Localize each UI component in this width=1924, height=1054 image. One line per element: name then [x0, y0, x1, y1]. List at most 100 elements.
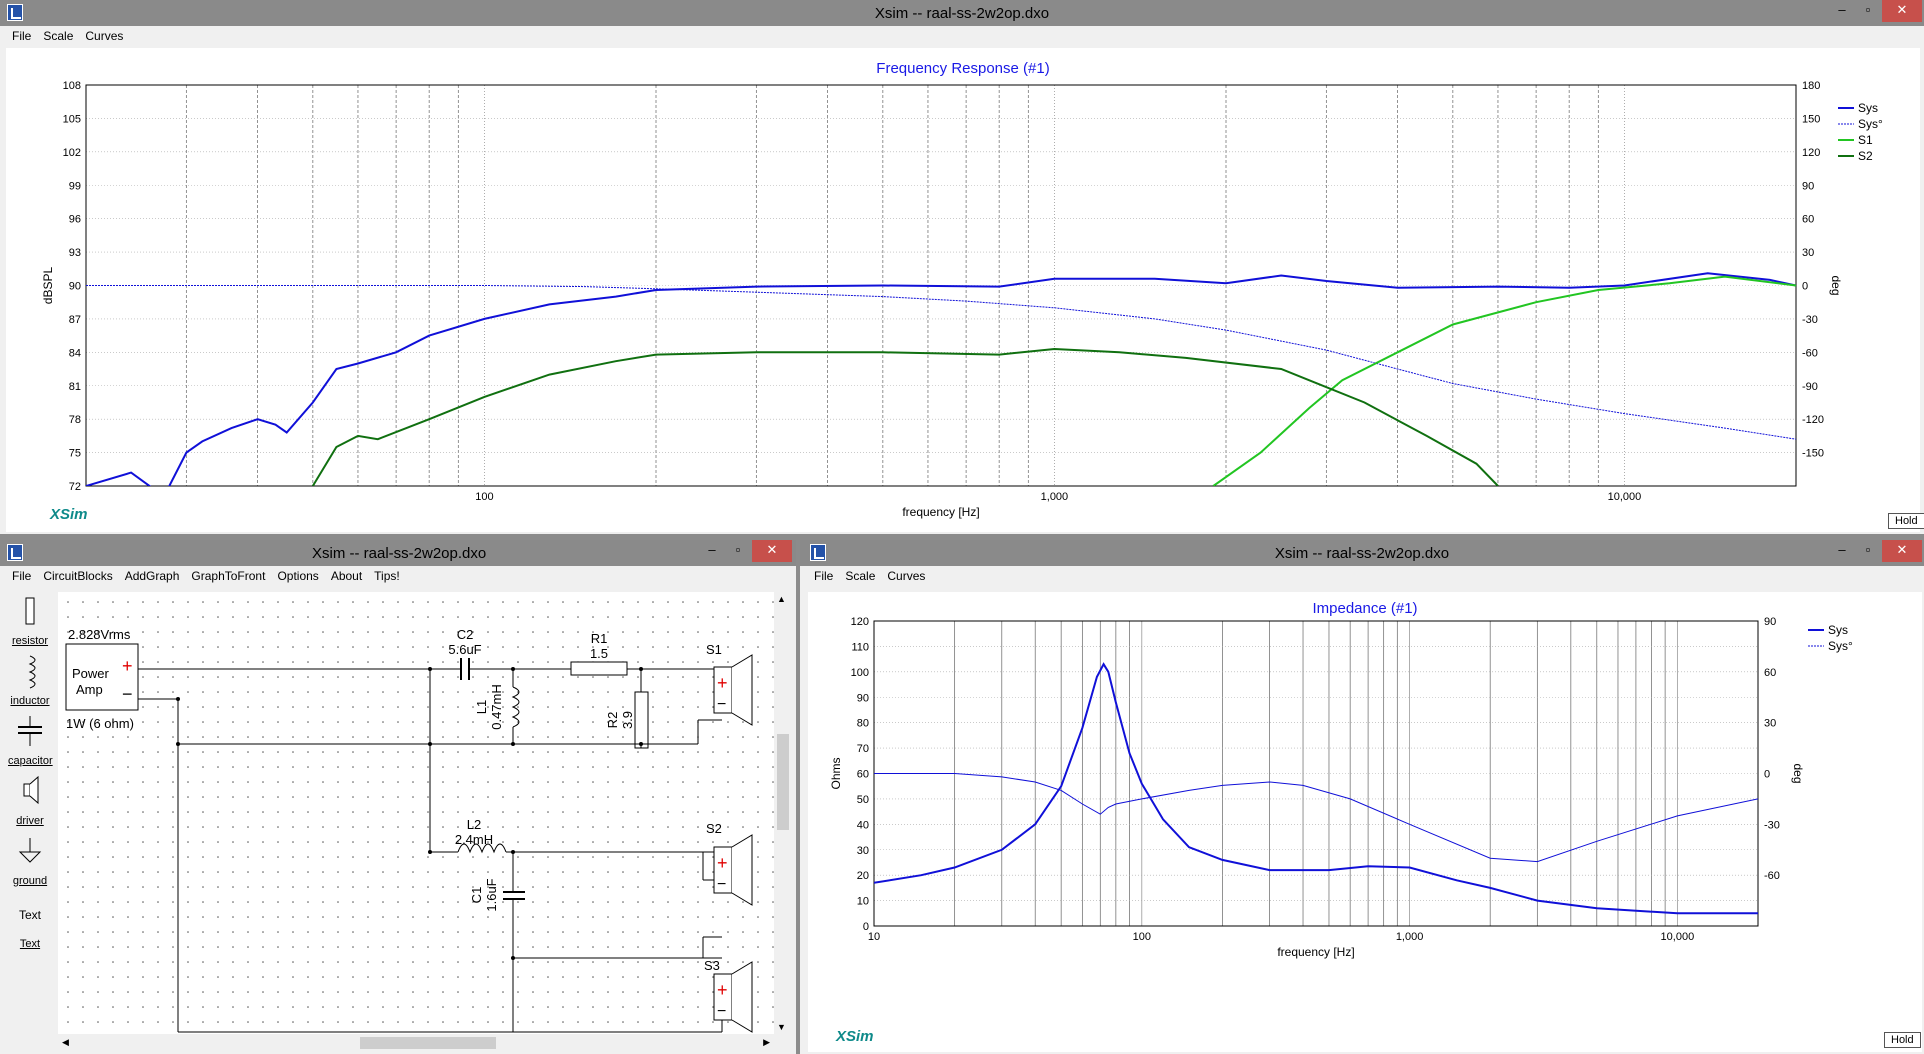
grid-dot	[652, 931, 654, 933]
minimize-button[interactable]: –	[1838, 542, 1846, 557]
scroll-thumb[interactable]	[777, 734, 789, 830]
grid-dot	[292, 616, 294, 618]
scroll-down-arrow[interactable]: ▼	[777, 1022, 786, 1032]
grid-dot	[232, 766, 234, 768]
grid-dot	[187, 856, 189, 858]
close-button[interactable]: ✕	[752, 540, 792, 562]
close-button[interactable]: ✕	[1882, 540, 1922, 562]
grid-dot	[247, 691, 249, 693]
grid-dot	[292, 601, 294, 603]
ground-tool[interactable]: ground	[8, 832, 52, 888]
menu-options[interactable]: Options	[277, 569, 319, 583]
grid-dot	[337, 661, 339, 663]
grid-dot	[307, 976, 309, 978]
grid-dot	[307, 811, 309, 813]
grid-dot	[352, 1006, 354, 1008]
minimize-button[interactable]: –	[1838, 2, 1846, 17]
scroll-h-thumb[interactable]	[360, 1037, 496, 1049]
maximize-button[interactable]: ▫	[1865, 2, 1871, 17]
grid-dot	[292, 691, 294, 693]
menu-scale[interactable]: Scale	[845, 569, 876, 583]
grid-dot	[352, 736, 354, 738]
grid-dot	[412, 1006, 414, 1008]
window-title: Xsim -- raal-ss-2w2op.dxo	[874, 5, 1050, 22]
x-axis-label: frequency [Hz]	[1277, 945, 1354, 959]
grid-dot	[487, 946, 489, 948]
menu-file[interactable]: File	[814, 569, 834, 583]
grid-dot	[772, 1021, 774, 1023]
grid-dot	[697, 781, 699, 783]
grid-dot	[427, 781, 429, 783]
grid-dot	[112, 931, 114, 933]
menu-file[interactable]: File	[12, 569, 32, 583]
grid-dot	[502, 601, 504, 603]
close-button[interactable]: ✕	[1882, 0, 1922, 22]
grid-dot	[382, 1021, 384, 1023]
grid-dot	[667, 751, 669, 753]
maximize-button[interactable]: ▫	[1865, 542, 1871, 557]
inductor-tool[interactable]: inductor	[8, 652, 52, 708]
driver-tool[interactable]: driver	[8, 772, 52, 828]
grid-dot	[217, 601, 219, 603]
schematic-canvas[interactable]: + − + − + − + −2.828Vrms Power Amp 1W (6 ohm) C2 5.6…	[58, 592, 774, 1034]
scroll-up-arrow[interactable]: ▲	[777, 594, 786, 604]
grid-dot	[67, 946, 69, 948]
grid-dot	[532, 721, 534, 723]
menu-about[interactable]: About	[330, 569, 363, 583]
grid-dot	[712, 946, 714, 948]
grid-dot	[652, 871, 654, 873]
menu-addgraph[interactable]: AddGraph	[124, 569, 180, 583]
grid-dot	[127, 781, 129, 783]
grid-dot	[607, 991, 609, 993]
grid-dot	[337, 826, 339, 828]
grid-dot	[277, 751, 279, 753]
menu-file[interactable]: File	[12, 29, 32, 43]
menu-curves[interactable]: Curves	[85, 29, 124, 43]
scroll-left-arrow[interactable]: ◀	[62, 1037, 69, 1047]
grid-dot	[382, 796, 384, 798]
vertical-scrollbar[interactable]: ▲ ▼	[774, 592, 792, 1034]
text-link-tool[interactable]: Text	[19, 938, 41, 950]
grid-dot	[352, 661, 354, 663]
grid-dot	[202, 781, 204, 783]
grid-dot	[187, 811, 189, 813]
menu-circuitblocks[interactable]: CircuitBlocks	[43, 569, 113, 583]
capacitor-tool[interactable]: capacitor	[8, 712, 53, 768]
menu-graphtofront[interactable]: GraphToFront	[191, 569, 266, 583]
grid-dot	[262, 646, 264, 648]
grid-dot	[667, 661, 669, 663]
menu-bar: File Scale Curves	[800, 566, 1924, 586]
grid-dot	[577, 811, 579, 813]
menu-curves[interactable]: Curves	[887, 569, 926, 583]
grid-dot	[427, 841, 429, 843]
grid-dot	[622, 751, 624, 753]
minimize-button[interactable]: –	[708, 542, 716, 557]
grid-dot	[637, 646, 639, 648]
menu-tips[interactable]: Tips!	[374, 569, 400, 583]
grid-dot	[502, 1021, 504, 1023]
grid-dot	[112, 901, 114, 903]
grid-dot	[652, 856, 654, 858]
maximize-button[interactable]: ▫	[735, 542, 741, 557]
text-tool[interactable]: Text	[18, 908, 41, 922]
resistor-tool[interactable]: resistor	[8, 592, 52, 648]
grid-dot	[607, 841, 609, 843]
grid-dot	[112, 601, 114, 603]
hold-button[interactable]: Hold	[1884, 1032, 1921, 1048]
grid-dot	[712, 676, 714, 678]
grid-dot	[397, 946, 399, 948]
grid-dot	[262, 856, 264, 858]
grid-dot	[337, 871, 339, 873]
grid-dot	[367, 856, 369, 858]
ground-tool-label: ground	[12, 875, 48, 887]
grid-dot	[112, 961, 114, 963]
horizontal-scrollbar[interactable]: ◀ ▶	[58, 1034, 774, 1052]
grid-dot	[637, 601, 639, 603]
menu-scale[interactable]: Scale	[43, 29, 74, 43]
grid-dot	[637, 781, 639, 783]
grid-dot	[457, 631, 459, 633]
hold-button[interactable]: Hold	[1888, 513, 1924, 529]
scroll-right-arrow[interactable]: ▶	[763, 1037, 770, 1047]
grid-dot	[772, 751, 774, 753]
y-tick-label: 93	[69, 247, 81, 259]
